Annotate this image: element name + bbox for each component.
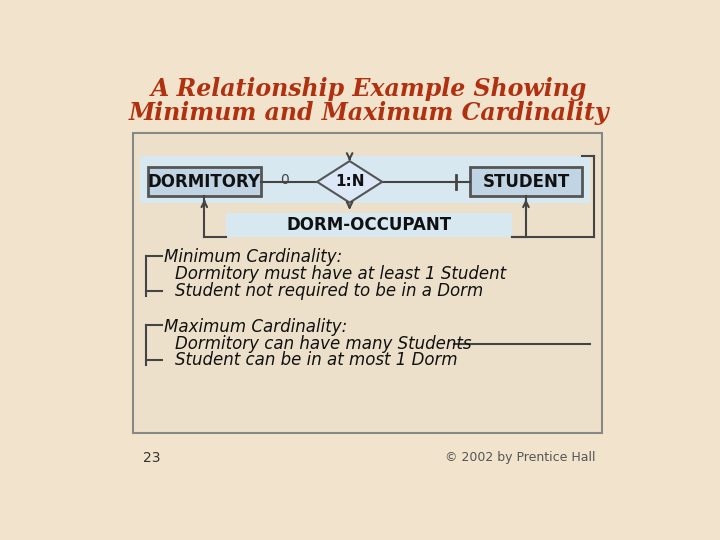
Text: STUDENT: STUDENT bbox=[482, 173, 570, 191]
Bar bbox=[140, 156, 590, 204]
Bar bbox=[469, 167, 582, 197]
Bar bbox=[132, 132, 601, 433]
Text: Minimum and Maximum Cardinality: Minimum and Maximum Cardinality bbox=[129, 100, 609, 125]
Text: Dormitory must have at least 1 Student: Dormitory must have at least 1 Student bbox=[175, 265, 506, 284]
Bar bbox=[148, 167, 261, 197]
Text: Student not required to be in a Dorm: Student not required to be in a Dorm bbox=[175, 282, 484, 300]
Text: 23: 23 bbox=[143, 450, 160, 464]
Polygon shape bbox=[317, 161, 382, 202]
Bar bbox=[225, 213, 513, 237]
Text: Maximum Cardinality:: Maximum Cardinality: bbox=[163, 318, 347, 335]
Text: A Relationship Example Showing: A Relationship Example Showing bbox=[150, 77, 588, 102]
Text: 0: 0 bbox=[281, 173, 289, 187]
Text: DORM-OCCUPANT: DORM-OCCUPANT bbox=[287, 216, 451, 234]
Text: Dormitory can have many Students: Dormitory can have many Students bbox=[175, 335, 472, 353]
Text: DORMITORY: DORMITORY bbox=[148, 173, 261, 191]
Text: Minimum Cardinality:: Minimum Cardinality: bbox=[163, 248, 342, 266]
Text: Student can be in at most 1 Dorm: Student can be in at most 1 Dorm bbox=[175, 352, 458, 369]
Text: 1:N: 1:N bbox=[335, 174, 364, 190]
Text: © 2002 by Prentice Hall: © 2002 by Prentice Hall bbox=[445, 451, 595, 464]
